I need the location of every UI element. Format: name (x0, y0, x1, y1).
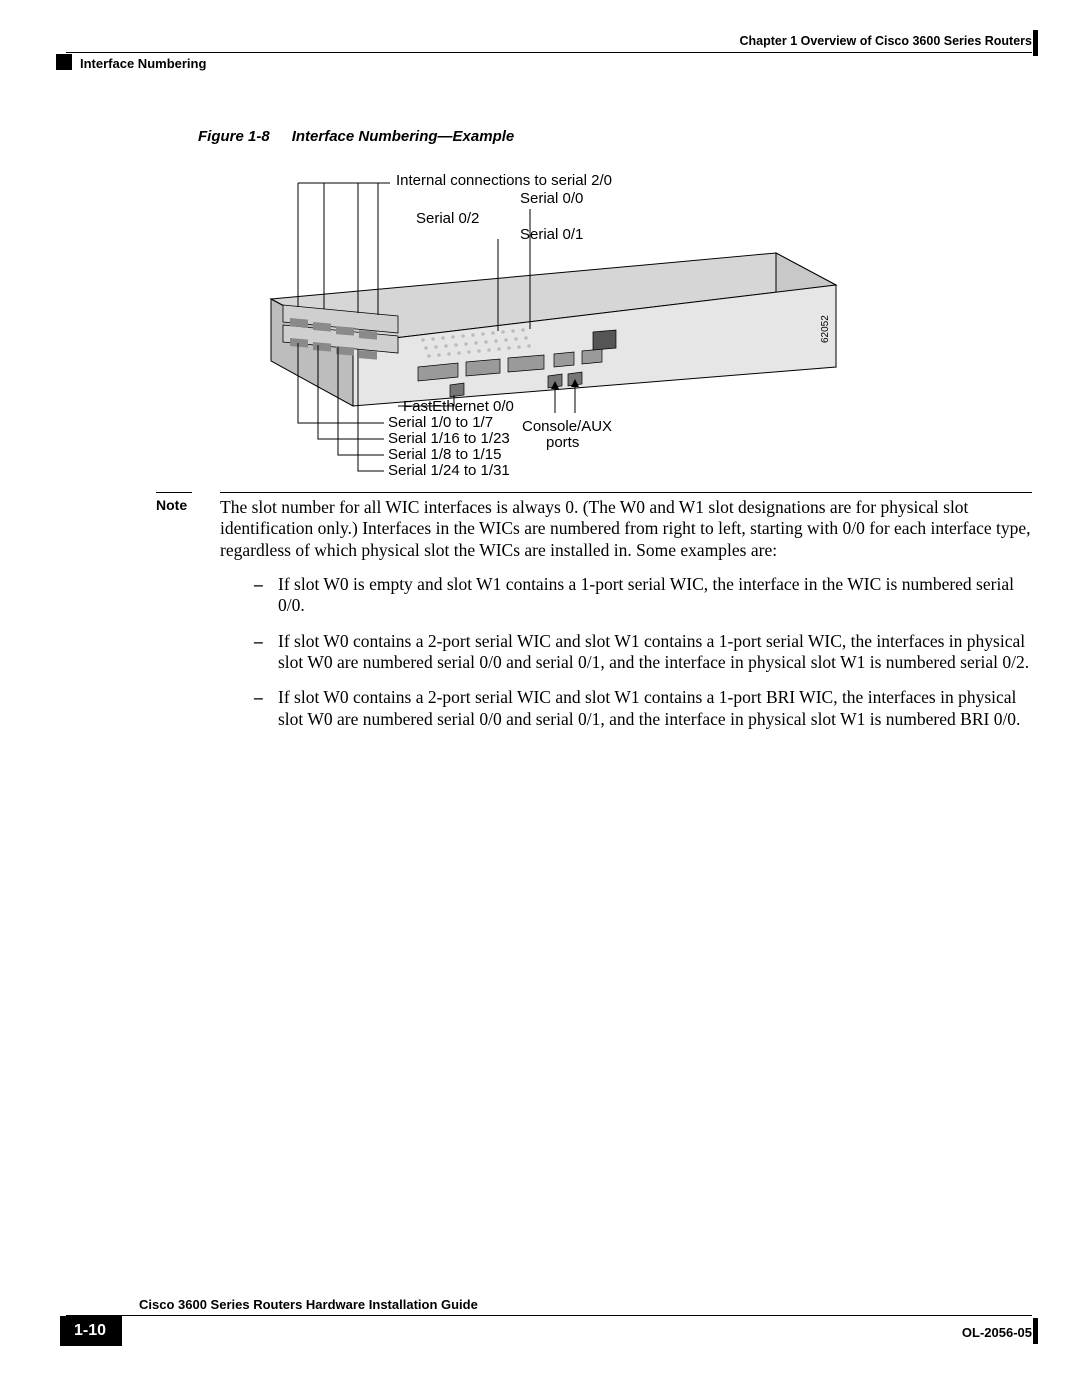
label-serial-01: Serial 0/1 (520, 226, 583, 243)
note-rule-long (220, 492, 1032, 493)
note-rule-short (156, 492, 192, 493)
footer-rule (66, 1315, 1032, 1316)
note-label-wrap: Note (156, 492, 198, 513)
footer-title: Cisco 3600 Series Routers Hardware Insta… (139, 1297, 478, 1312)
note-label: Note (156, 497, 198, 513)
page: Chapter 1 Overview of Cisco 3600 Series … (66, 34, 1032, 1354)
figure-image-id: 62052 (820, 315, 831, 343)
figure: Figure 1-8 Interface Numbering—Example (198, 128, 878, 483)
header-chapter: Chapter 1 Overview of Cisco 3600 Series … (740, 34, 1033, 48)
header-section: Interface Numbering (80, 56, 206, 71)
footer-page-number: 1-10 (60, 1316, 122, 1346)
figure-number: Figure 1-8 (198, 128, 270, 145)
note-body: The slot number for all WIC interfaces i… (220, 492, 1032, 561)
bullet-list: If slot W0 is empty and slot W1 contains… (254, 574, 1034, 744)
label-serial-1-24-31: Serial 1/24 to 1/31 (388, 462, 510, 479)
label-internal-connections: Internal connections to serial 2/0 (396, 172, 612, 189)
note-text: The slot number for all WIC interfaces i… (220, 497, 1031, 560)
footer-doc-id: OL-2056-05 (962, 1325, 1032, 1340)
label-serial-1-8-15: Serial 1/8 to 1/15 (388, 446, 501, 463)
bullet-text: If slot W0 is empty and slot W1 contains… (278, 574, 1014, 615)
bullet-text: If slot W0 contains a 2-port serial WIC … (278, 687, 1020, 728)
label-serial-1-16-23: Serial 1/16 to 1/23 (388, 430, 510, 447)
label-fastethernet: FastEthernet 0/0 (403, 398, 514, 415)
bullet-text: If slot W0 contains a 2-port serial WIC … (278, 631, 1029, 672)
header-accent-right (1033, 30, 1038, 56)
note-block: Note The slot number for all WIC interfa… (156, 492, 1032, 561)
label-serial-00: Serial 0/0 (520, 190, 583, 207)
label-serial-1-0-7: Serial 1/0 to 1/7 (388, 414, 493, 431)
footer-accent-right (1033, 1318, 1038, 1344)
label-ports: ports (546, 434, 579, 451)
list-item: If slot W0 is empty and slot W1 contains… (254, 574, 1034, 617)
label-console-aux: Console/AUX (522, 418, 612, 435)
header-square-icon (56, 54, 72, 70)
label-serial-02: Serial 0/2 (416, 210, 479, 227)
list-item: If slot W0 contains a 2-port serial WIC … (254, 631, 1034, 674)
router-diagram: Internal connections to serial 2/0 Seria… (198, 153, 878, 483)
figure-title: Interface Numbering—Example (292, 128, 515, 145)
header-rule (66, 52, 1032, 53)
figure-caption: Figure 1-8 Interface Numbering—Example (198, 128, 878, 145)
list-item: If slot W0 contains a 2-port serial WIC … (254, 687, 1034, 730)
